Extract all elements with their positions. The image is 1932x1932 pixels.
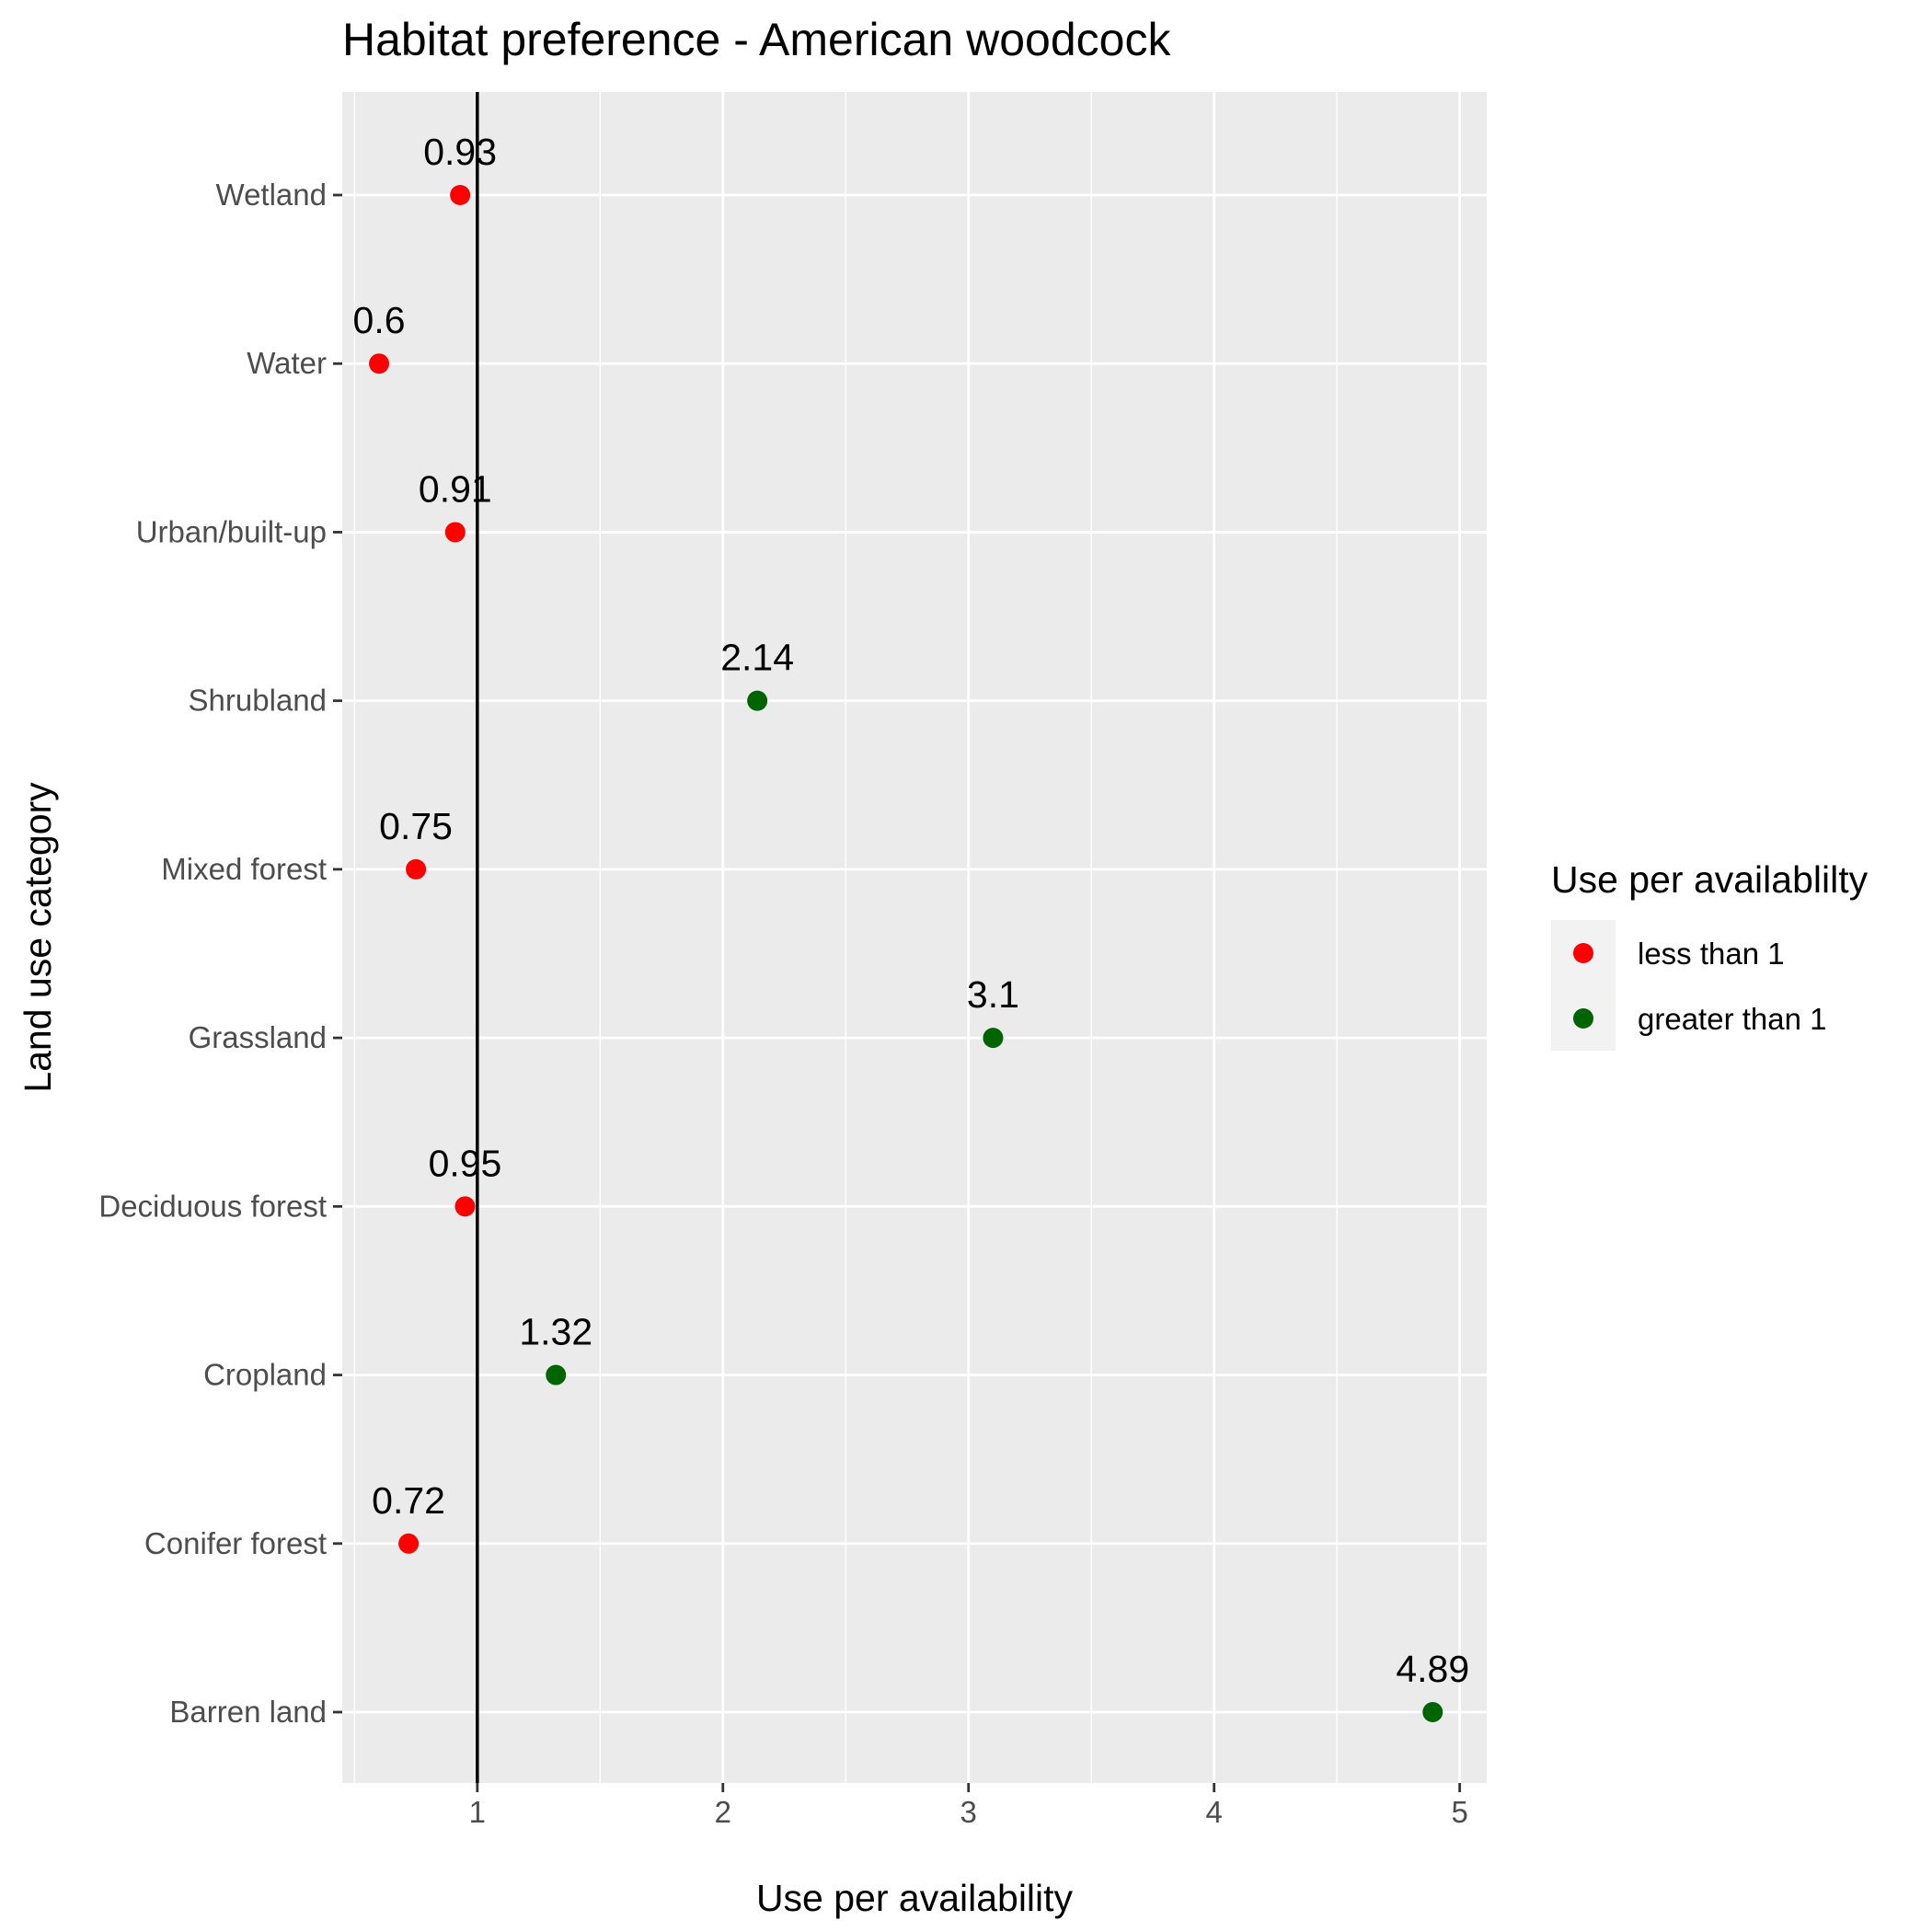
- point-urban-built-up: [444, 522, 466, 543]
- data-label-urban-built-up: 0.91: [419, 467, 492, 510]
- legend: Use per availablilty less than 1 greater …: [1551, 858, 1869, 1051]
- point-barren-land: [1422, 1702, 1443, 1722]
- y-tick-label-shrubland: Shrubland: [189, 684, 327, 718]
- x-tick-label-1: 1: [469, 1795, 486, 1829]
- y-tick-label-conifer-forest: Conifer forest: [144, 1526, 327, 1560]
- data-label-shrubland: 2.14: [720, 637, 794, 679]
- point-shrubland: [747, 690, 768, 711]
- x-tick-label-3: 3: [960, 1795, 977, 1829]
- y-tick-label-wetland: Wetland: [216, 178, 327, 212]
- x-axis-title: Use per availability: [756, 1877, 1074, 1919]
- y-tick-label-grassland: Grassland: [189, 1020, 327, 1054]
- y-axis: Wetland Water Urban/built-up Shrubland Mixed…: [98, 178, 342, 1729]
- data-label-mixed-forest: 0.75: [379, 805, 453, 847]
- point-cropland: [546, 1364, 567, 1386]
- data-label-water: 0.6: [353, 299, 406, 341]
- data-label-grassland: 3.1: [967, 973, 1019, 1016]
- x-tick-label-4: 4: [1206, 1795, 1223, 1829]
- x-axis: 1 2 3 4 5: [469, 1783, 1468, 1829]
- legend-entries: less than 1 greater than 1: [1573, 937, 1826, 1036]
- y-tick-label-deciduous-forest: Deciduous forest: [98, 1189, 327, 1223]
- x-tick-label-5: 5: [1451, 1795, 1467, 1829]
- plot-panel: [342, 92, 1487, 1783]
- legend-label-greater-than-1: greater than 1: [1638, 1002, 1826, 1036]
- legend-key-greater-than-1: [1573, 1008, 1593, 1029]
- data-points: [369, 185, 1443, 1722]
- y-tick-label-urban-built-up: Urban/built-up: [136, 514, 327, 548]
- point-conifer-forest: [398, 1533, 420, 1554]
- minor-gridlines: [353, 92, 1338, 1783]
- point-mixed-forest: [406, 858, 427, 880]
- data-label-deciduous-forest: 0.95: [429, 1142, 502, 1184]
- chart-title: Habitat preference - American woodcock: [342, 14, 1171, 65]
- data-label-wetland: 0.93: [423, 131, 497, 173]
- x-tick-label-2: 2: [715, 1795, 731, 1829]
- legend-key-less-than-1: [1573, 943, 1593, 963]
- y-axis-title: Land use category: [17, 782, 59, 1093]
- point-grassland: [983, 1028, 1004, 1049]
- y-tick-label-water: Water: [247, 346, 327, 380]
- point-water: [369, 353, 390, 374]
- legend-title: Use per availablilty: [1551, 858, 1869, 901]
- legend-label-less-than-1: less than 1: [1638, 937, 1785, 971]
- data-label-cropland: 1.32: [519, 1311, 592, 1353]
- point-deciduous-forest: [454, 1196, 476, 1217]
- legend-key-background: [1551, 920, 1616, 1051]
- point-wetland: [450, 185, 471, 205]
- data-label-conifer-forest: 0.72: [372, 1479, 445, 1522]
- y-tick-label-mixed-forest: Mixed forest: [161, 852, 327, 886]
- y-tick-label-barren-land: Barren land: [169, 1695, 327, 1729]
- data-labels: 0.93 0.6 0.91 2.14 0.75 3.1 0.95 1.32 0.72 4.89: [353, 131, 1470, 1690]
- major-gridlines: [342, 92, 1487, 1783]
- data-label-barren-land: 4.89: [1396, 1648, 1469, 1690]
- y-tick-label-cropland: Cropland: [203, 1358, 327, 1392]
